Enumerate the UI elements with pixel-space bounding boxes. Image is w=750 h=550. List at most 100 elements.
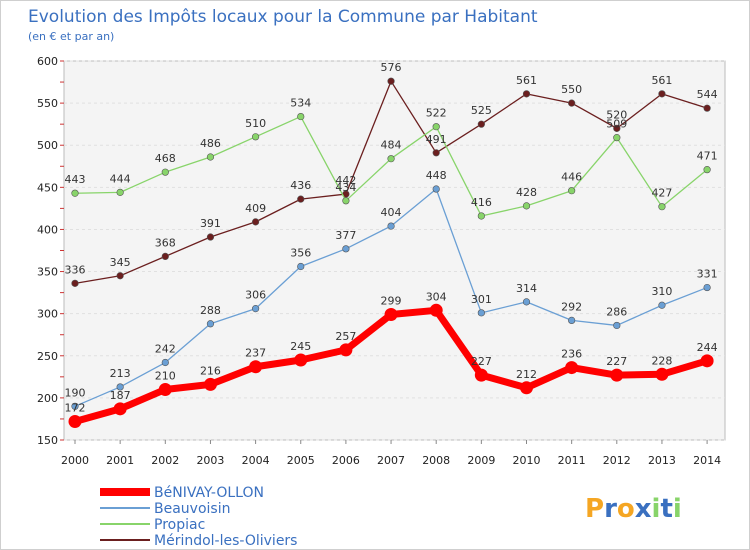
data-label: 227 (471, 355, 492, 368)
y-tick-label: 450 (37, 181, 58, 194)
data-label: 245 (290, 340, 311, 353)
data-label: 544 (697, 88, 718, 101)
data-label: 444 (110, 172, 131, 185)
x-tick-label: 2014 (693, 454, 721, 467)
data-label: 236 (561, 348, 582, 361)
data-point (294, 353, 308, 367)
y-tick-label: 300 (37, 308, 58, 321)
data-point (203, 377, 217, 391)
x-tick-label: 2011 (558, 454, 586, 467)
x-tick-label: 2001 (106, 454, 134, 467)
data-label: 216 (200, 364, 221, 377)
data-label: 443 (65, 173, 86, 186)
data-point (116, 188, 124, 196)
legend-item: Propiac (154, 517, 205, 533)
data-point (432, 185, 440, 193)
data-label: 310 (651, 285, 672, 298)
data-label: 446 (561, 171, 582, 184)
data-label: 331 (697, 268, 718, 281)
y-tick-label: 400 (37, 223, 58, 236)
x-tick-label: 2008 (422, 454, 450, 467)
data-label: 301 (471, 293, 492, 306)
data-point (477, 120, 485, 128)
data-point (522, 298, 531, 306)
data-point (474, 368, 488, 382)
x-tick-label: 2003 (196, 454, 224, 467)
y-tick-label: 150 (37, 434, 58, 447)
y-tick-label: 500 (37, 139, 58, 152)
data-point (613, 134, 621, 142)
data-label: 428 (516, 186, 537, 199)
data-label: 525 (471, 104, 492, 117)
legend: BéNIVAY-OLLONBeauvoisinPropiacMérindol-l… (100, 485, 297, 549)
data-point (658, 203, 666, 211)
data-label: 427 (651, 187, 672, 200)
data-point (116, 272, 124, 280)
data-label: 534 (290, 97, 311, 110)
data-point (477, 212, 485, 220)
data-label: 409 (245, 202, 266, 215)
x-tick-label: 2005 (287, 454, 315, 467)
x-tick-label: 2000 (61, 454, 89, 467)
x-tick-label: 2004 (242, 454, 270, 467)
data-label: 550 (561, 83, 582, 96)
data-label: 486 (200, 137, 221, 150)
data-label: 509 (606, 118, 627, 131)
data-label: 468 (155, 152, 176, 165)
legend-item: BéNIVAY-OLLON (154, 485, 264, 501)
data-point (610, 368, 624, 382)
data-point (565, 361, 579, 375)
data-point (387, 155, 395, 163)
data-point (342, 245, 350, 253)
data-label: 510 (245, 117, 266, 130)
data-label: 491 (426, 133, 447, 146)
data-point (522, 202, 531, 210)
data-label: 434 (335, 181, 356, 194)
data-point (432, 149, 440, 157)
data-point (161, 252, 169, 260)
series-group (68, 77, 714, 428)
proxiti-logo: Proxiti (585, 494, 682, 524)
data-point (703, 166, 711, 174)
data-point (339, 343, 353, 357)
data-label: 187 (110, 389, 131, 402)
x-tick-label: 2006 (332, 454, 360, 467)
data-point (568, 316, 576, 325)
data-point (297, 262, 305, 271)
data-point (161, 358, 169, 367)
data-label: 242 (155, 343, 176, 356)
data-point (568, 99, 576, 107)
data-label: 561 (516, 74, 537, 87)
data-point (703, 104, 711, 112)
data-label: 520 (606, 108, 627, 121)
y-tick-label: 350 (37, 266, 58, 279)
data-point (655, 367, 669, 381)
data-label: 306 (245, 289, 266, 302)
data-point (116, 383, 124, 391)
data-point (297, 195, 305, 203)
data-point (249, 360, 263, 374)
data-label: 377 (335, 229, 356, 242)
data-point (658, 301, 666, 309)
brand-text: Proxiti (585, 494, 682, 524)
data-point (252, 133, 260, 141)
data-label: 286 (606, 305, 627, 318)
data-label: 522 (426, 107, 447, 120)
data-label: 442 (335, 174, 356, 187)
y-tick-label: 250 (37, 350, 58, 363)
data-label: 561 (651, 74, 672, 87)
axes: 150 200 250 300 350 400 450 500 550 600 2000 2001 20… (37, 55, 721, 467)
data-label: 391 (200, 217, 221, 230)
data-label: 416 (471, 196, 492, 209)
y-tick-label: 200 (37, 392, 58, 405)
data-label: 213 (110, 367, 131, 380)
chart-subtitle: (en € et par an) (28, 30, 114, 43)
data-point (568, 187, 576, 195)
data-point (387, 77, 395, 85)
data-point (613, 321, 621, 330)
data-label: 190 (65, 386, 86, 399)
data-point (252, 305, 260, 313)
